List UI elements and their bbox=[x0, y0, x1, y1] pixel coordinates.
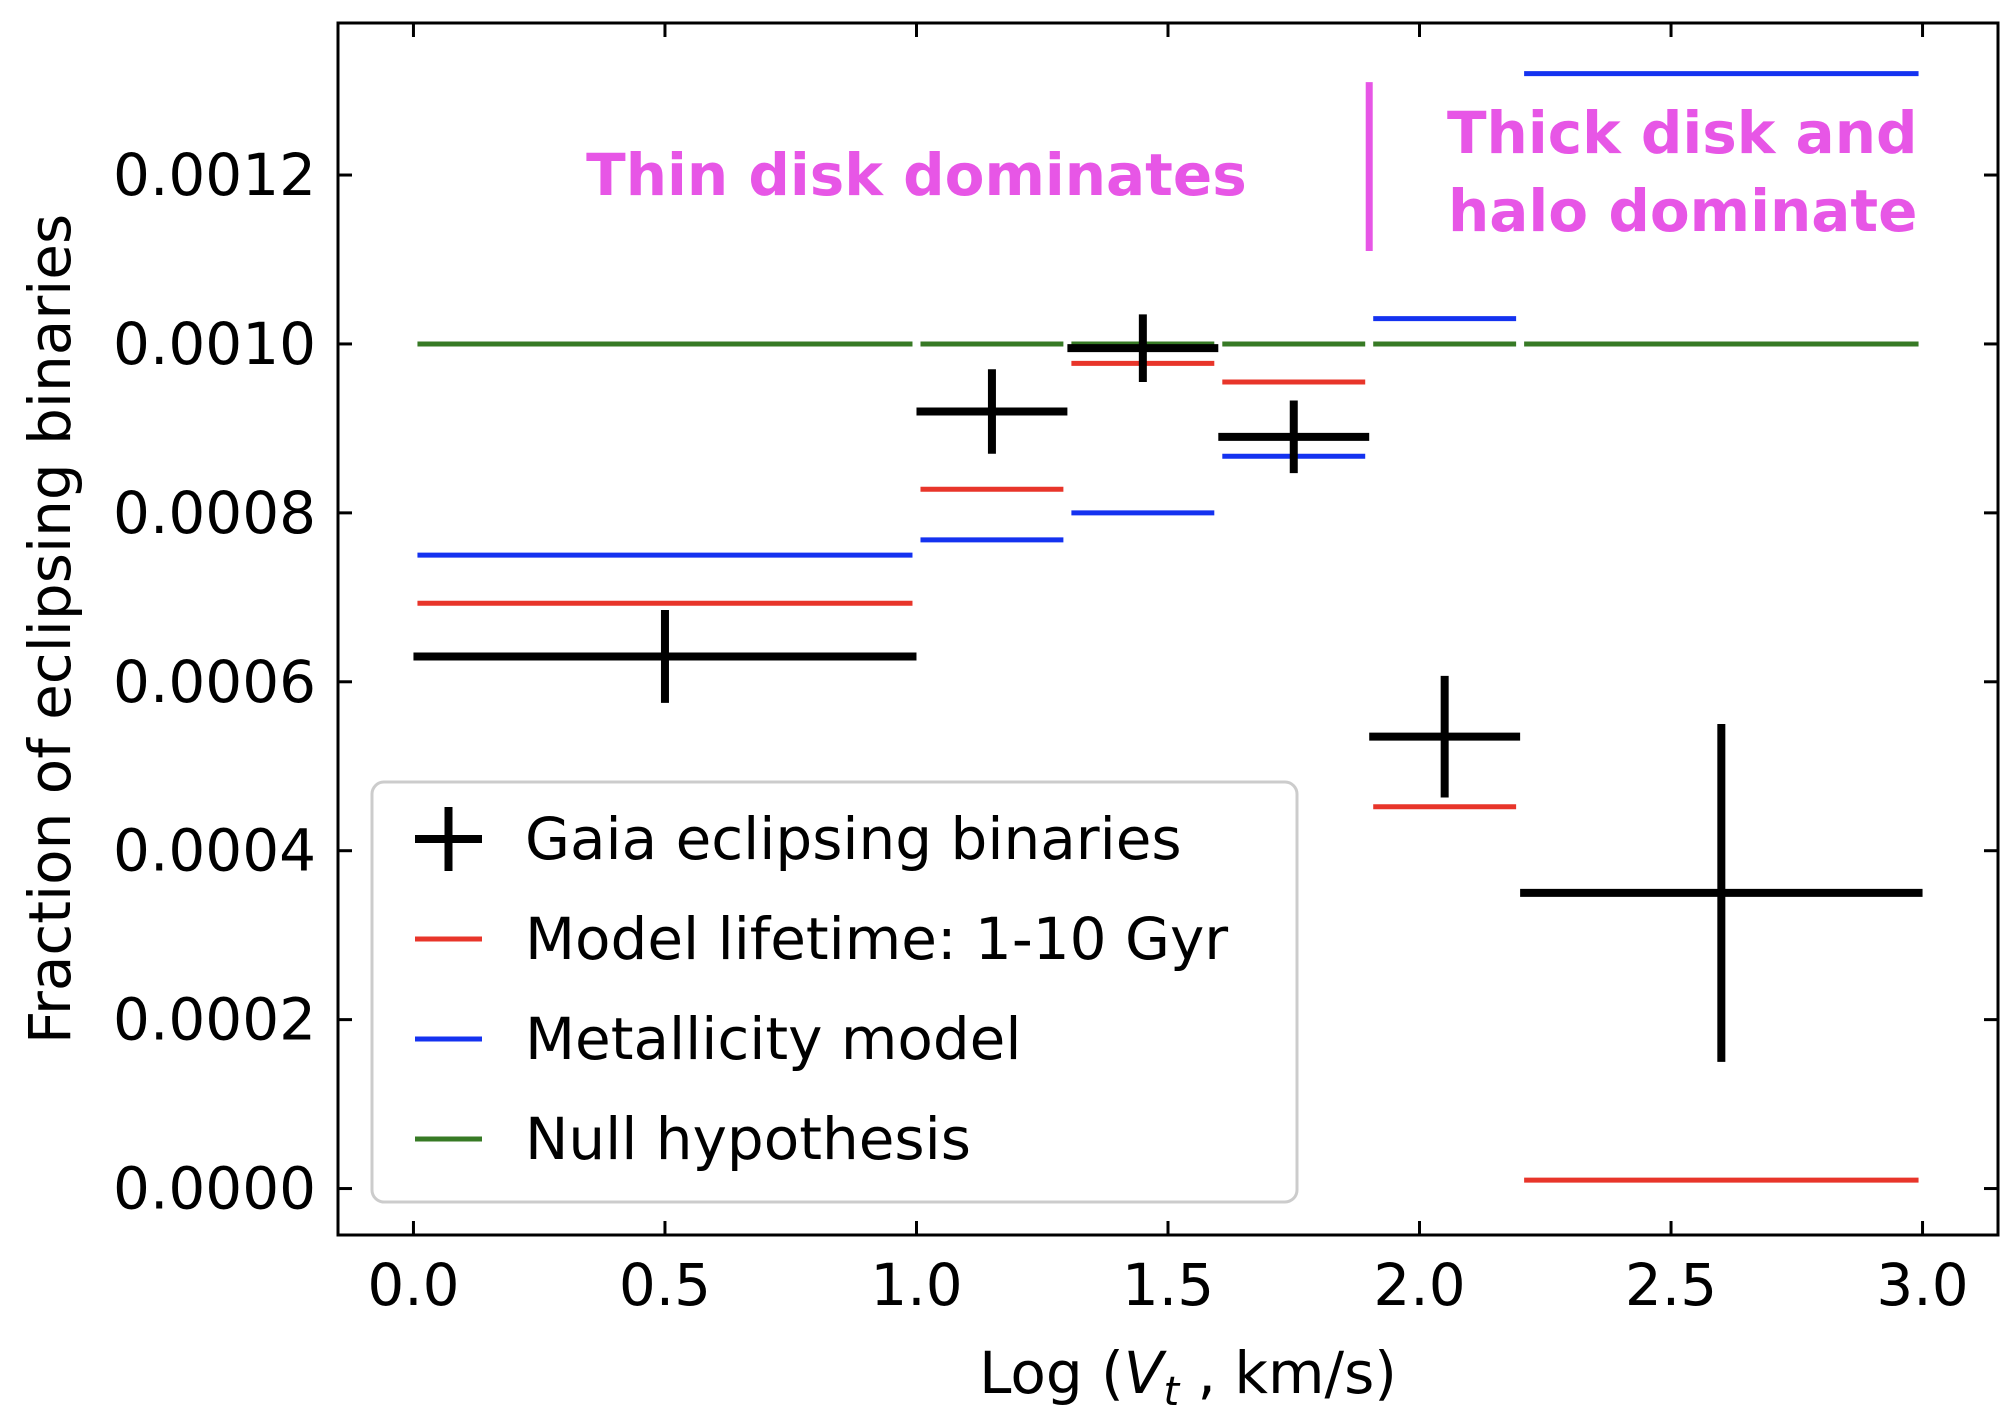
annotations: Thin disk dominates Thick disk and halo do… bbox=[586, 82, 1918, 252]
legend-label-gaia-eclipsing-binaries: Gaia eclipsing binaries bbox=[525, 805, 1182, 873]
legend-label-null-hypothesis: Null hypothesis bbox=[525, 1105, 971, 1173]
plot-area bbox=[413, 71, 1923, 1183]
y-tick-label: 0.0012 bbox=[113, 141, 316, 209]
x-tick-label: 2.0 bbox=[1373, 1251, 1465, 1319]
x-tick-label: 0.5 bbox=[619, 1251, 711, 1319]
legend-box bbox=[370, 780, 1299, 1204]
annotation-line: Thick disk and bbox=[1447, 99, 1918, 167]
x-axis-label-prefix: Log ( bbox=[979, 1339, 1124, 1407]
x-tick-label: 2.5 bbox=[1625, 1251, 1717, 1319]
x-axis-label-sub: t bbox=[1163, 1369, 1180, 1415]
y-tick-label: 0.0006 bbox=[113, 648, 316, 716]
legend-label-metallicity-model: Metallicity model bbox=[525, 1005, 1021, 1073]
x-tick-label: 1.0 bbox=[870, 1251, 962, 1319]
y-tick-label: 0.0004 bbox=[113, 817, 316, 885]
x-axis-label-var: V bbox=[1124, 1339, 1168, 1407]
x-tick-label: 3.0 bbox=[1876, 1251, 1968, 1319]
x-tick-label: 0.0 bbox=[367, 1251, 459, 1319]
y-tick-label: 0.0008 bbox=[113, 479, 316, 547]
x-tick-label: 1.5 bbox=[1122, 1251, 1214, 1319]
y-tick-label: 0.0010 bbox=[113, 310, 316, 378]
y-axis-label: Fraction of eclipsing binaries bbox=[16, 214, 84, 1044]
x-axis-label: Log (Vt , km/s) bbox=[979, 1339, 1397, 1415]
axis-ticks: 0.0 0.5 1.0 1.5 2.0 2.5 3.0 0.0000 0.0002 0.0004 0… bbox=[113, 23, 1998, 1319]
legend-label-model-lifetime-1-10-gyr: Model lifetime: 1-10 Gyr bbox=[525, 905, 1228, 973]
y-tick-label: 0.0000 bbox=[113, 1155, 316, 1223]
annotation-line: Thin disk dominates bbox=[586, 141, 1247, 209]
legend: Gaia eclipsing binaries Model lifetime: 1… bbox=[370, 780, 1299, 1204]
thin-disk-label: Thin disk dominates bbox=[586, 141, 1247, 209]
annotation-line: halo dominate bbox=[1448, 177, 1918, 245]
thick-disk-label: Thick disk and halo dominate bbox=[1447, 99, 1918, 245]
y-tick-label: 0.0002 bbox=[113, 986, 316, 1054]
x-axis-label-suffix: , km/s) bbox=[1179, 1339, 1397, 1407]
